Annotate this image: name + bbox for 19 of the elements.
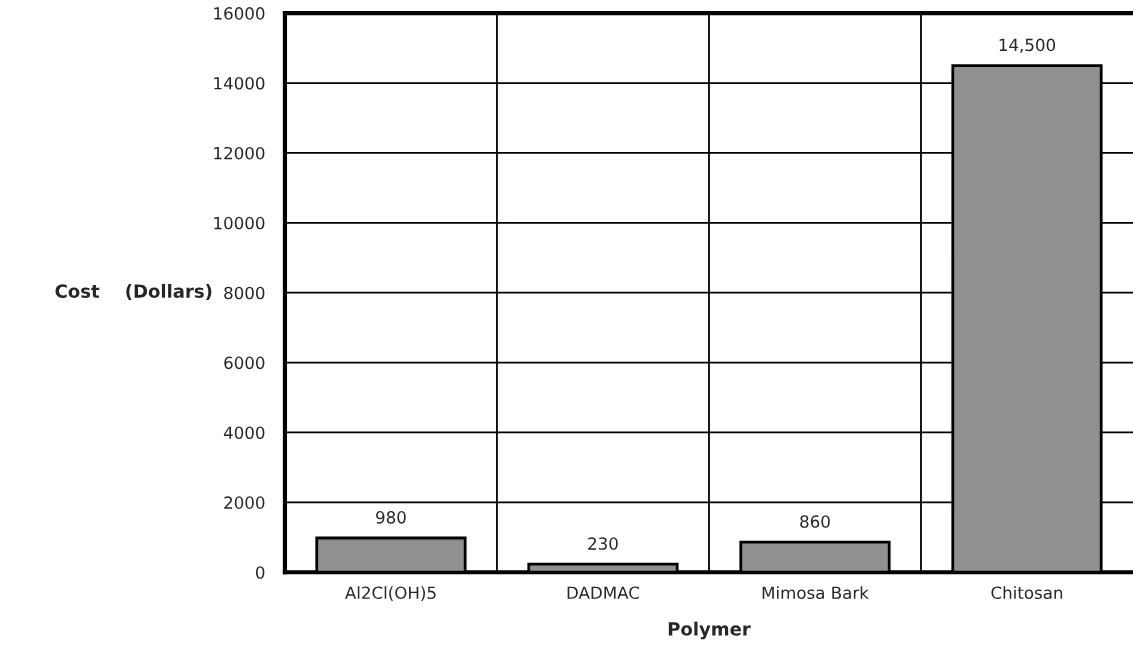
y-tick-label: 2000 — [224, 496, 265, 509]
y-tick-label: 16000 — [214, 7, 265, 20]
x-tick-label: Al2Cl(OH)5 — [345, 586, 436, 601]
y-tick-label: 10000 — [214, 216, 265, 230]
y-tick-label: 0 — [256, 566, 265, 579]
data-label: 980 — [376, 511, 406, 524]
data-label: 230 — [588, 537, 618, 550]
x-tick-label: Mimosa Bark — [762, 586, 869, 600]
x-tick-label: Chitosan — [991, 586, 1063, 600]
y-tick-label: 14000 — [214, 76, 265, 90]
data-label: 14,500 — [999, 38, 1056, 53]
data-label: 860 — [800, 515, 830, 528]
y-tick-label: 6000 — [224, 356, 265, 370]
x-tick-label: DADMAC — [567, 586, 640, 600]
y-tick-label: 4000 — [223, 426, 265, 440]
y-tick-label: 8000 — [224, 286, 265, 300]
x-axis-title: Polymer — [668, 621, 751, 640]
y-tick-label: 12000 — [214, 146, 265, 160]
y-axis-title: Cost (Dollars) — [55, 283, 212, 301]
